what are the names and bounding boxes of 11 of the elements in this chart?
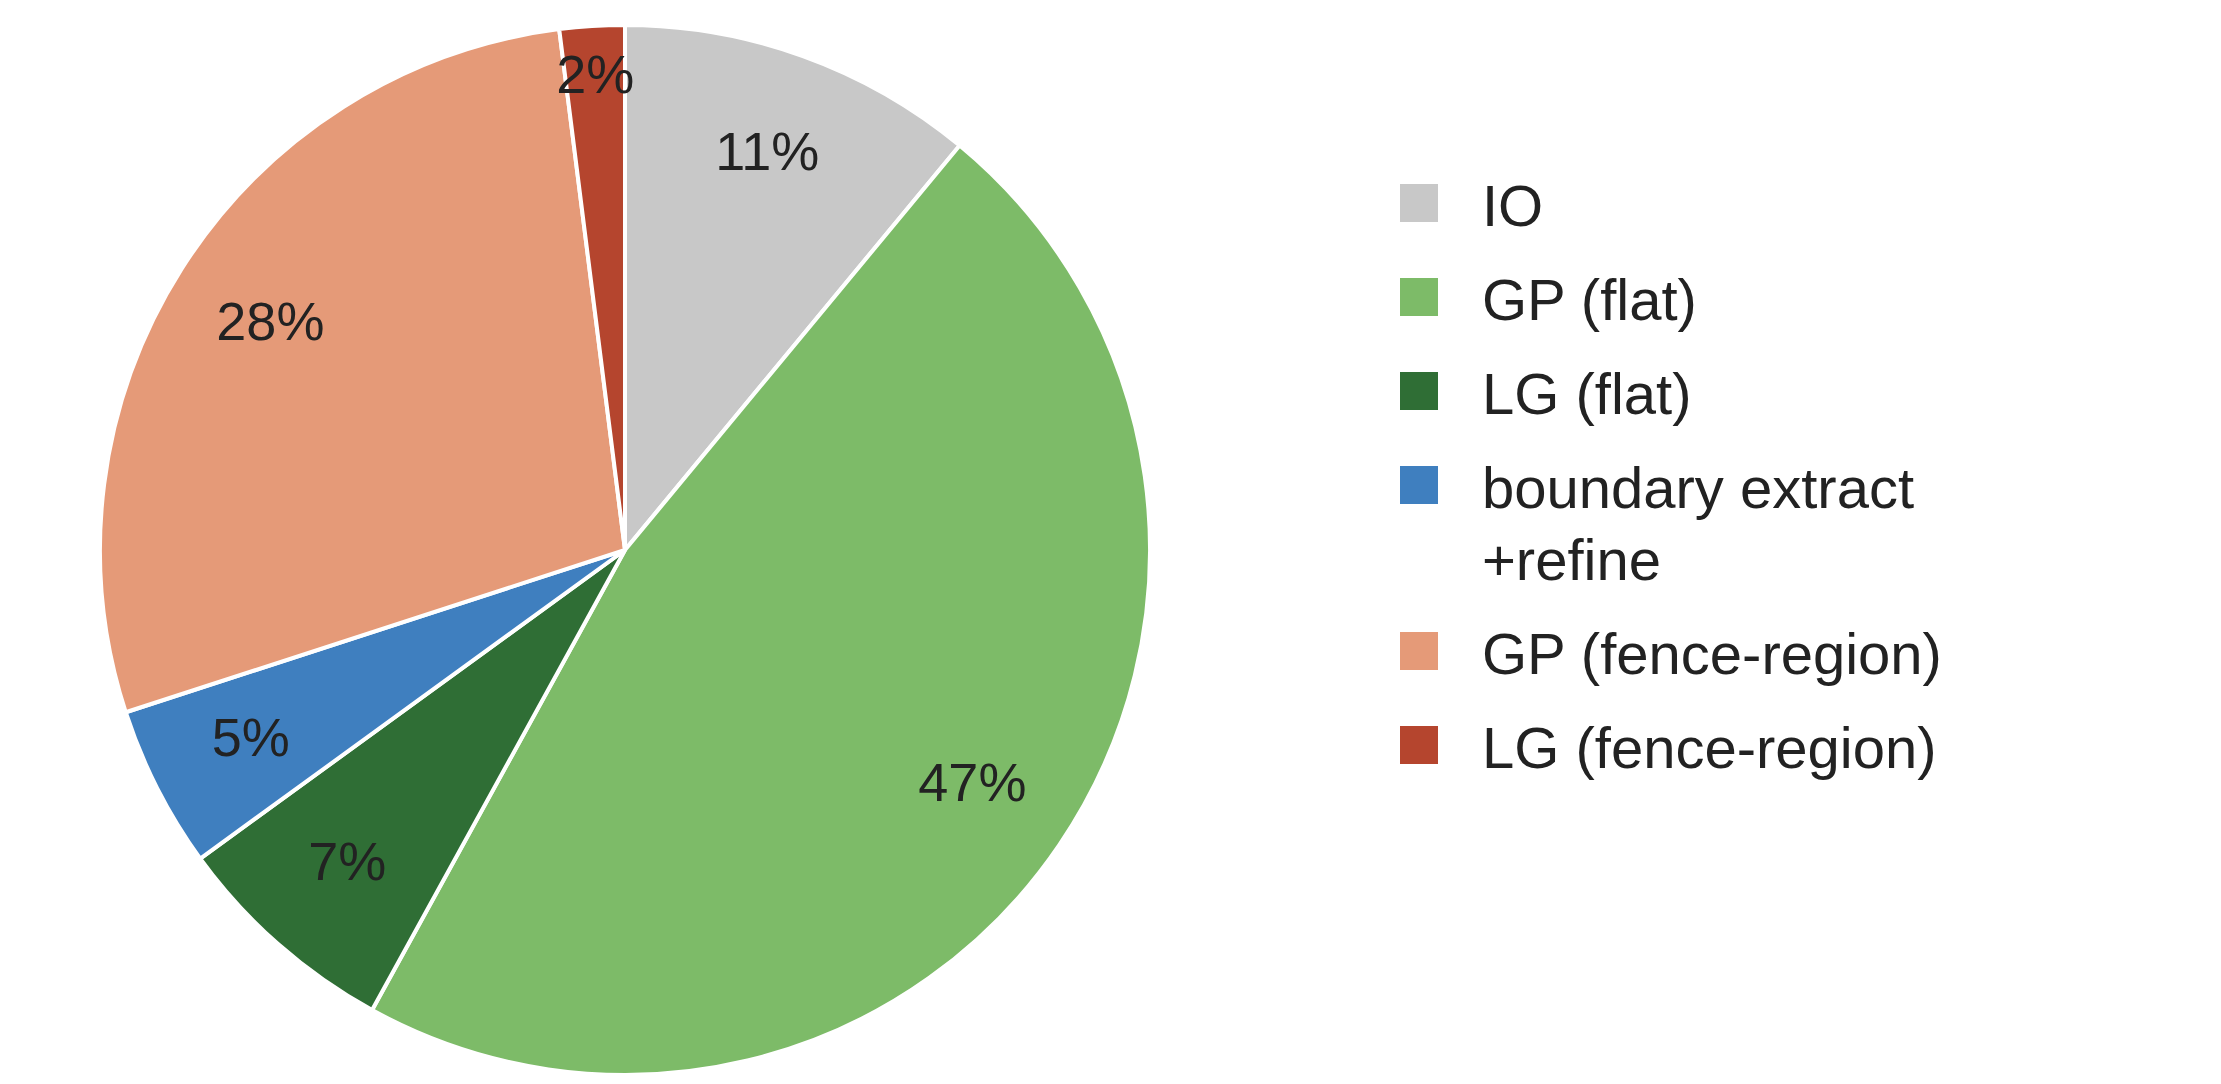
data-label: 47% [918,751,1027,812]
legend-label: GP (flat) [1482,266,1697,334]
data-label: 28% [216,290,325,351]
legend-label: LG (fence-region) [1482,714,1937,782]
data-label: 11% [715,120,820,181]
data-label: 5% [211,706,290,767]
legend-label: IO [1482,172,1544,240]
legend-label: boundary extract +refine [1482,454,1916,594]
data-label: 7% [308,830,387,891]
legend-label: LG (flat) [1482,360,1692,428]
legend-label: GP (fence-region) [1482,620,1942,688]
